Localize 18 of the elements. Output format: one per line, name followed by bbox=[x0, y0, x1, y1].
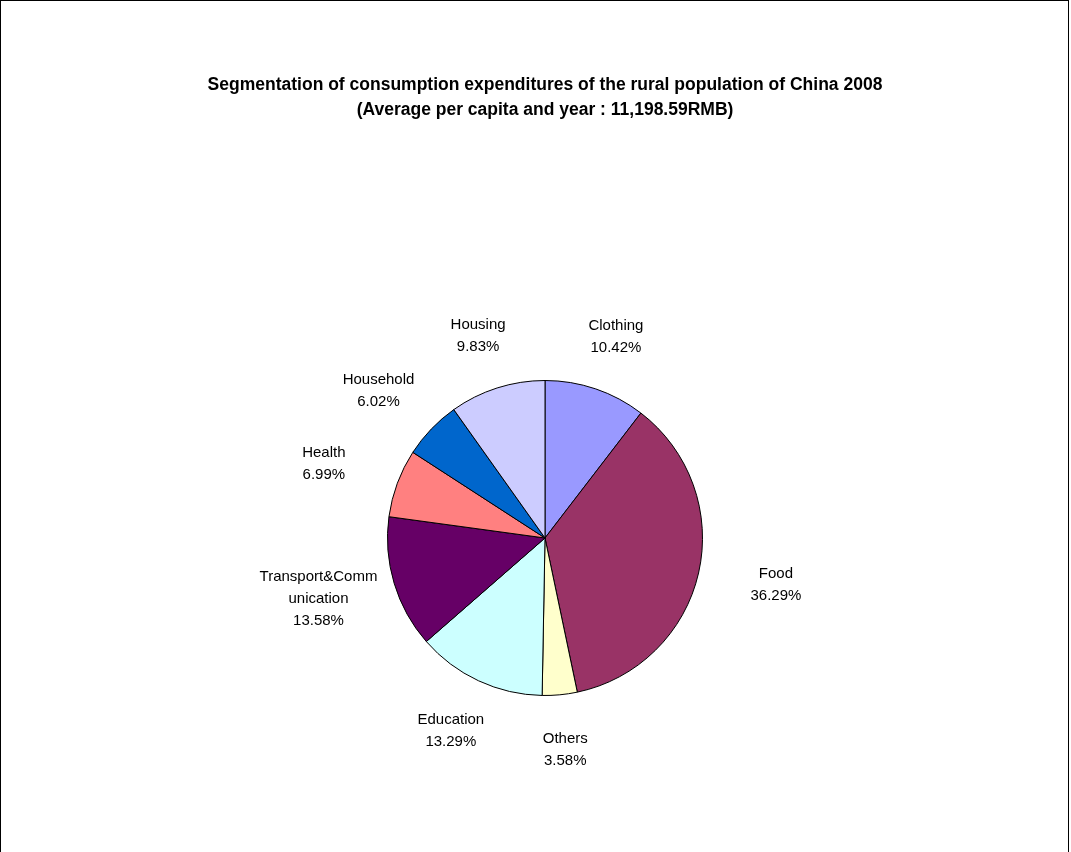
slice-label: Education bbox=[417, 709, 485, 727]
slice-label: Food bbox=[758, 564, 794, 582]
slice-label: Clothing bbox=[588, 315, 644, 333]
data-label: 3.58% bbox=[543, 750, 587, 768]
slice-label: Household bbox=[342, 370, 415, 388]
chart-title: Segmentation of consumption expenditures of the rural population of China 2008 bbox=[206, 73, 884, 96]
data-label: 9.83% bbox=[456, 336, 500, 354]
data-label: 10.42% bbox=[590, 337, 642, 355]
slice-label: Housing bbox=[450, 314, 506, 332]
data-label: 13.58% bbox=[293, 611, 344, 629]
data-label: 36.29% bbox=[750, 586, 802, 604]
data-label: 6.99% bbox=[302, 465, 346, 483]
slice-label: Others bbox=[542, 728, 588, 746]
slice-label: Health bbox=[302, 443, 346, 461]
data-label: 13.29% bbox=[425, 731, 477, 749]
data-label: 6.02% bbox=[357, 392, 400, 410]
slice-label: Transport&Communication bbox=[259, 567, 378, 607]
chart-subtitle: (Average per capita and year : 11,198.59RMB) bbox=[355, 98, 735, 121]
